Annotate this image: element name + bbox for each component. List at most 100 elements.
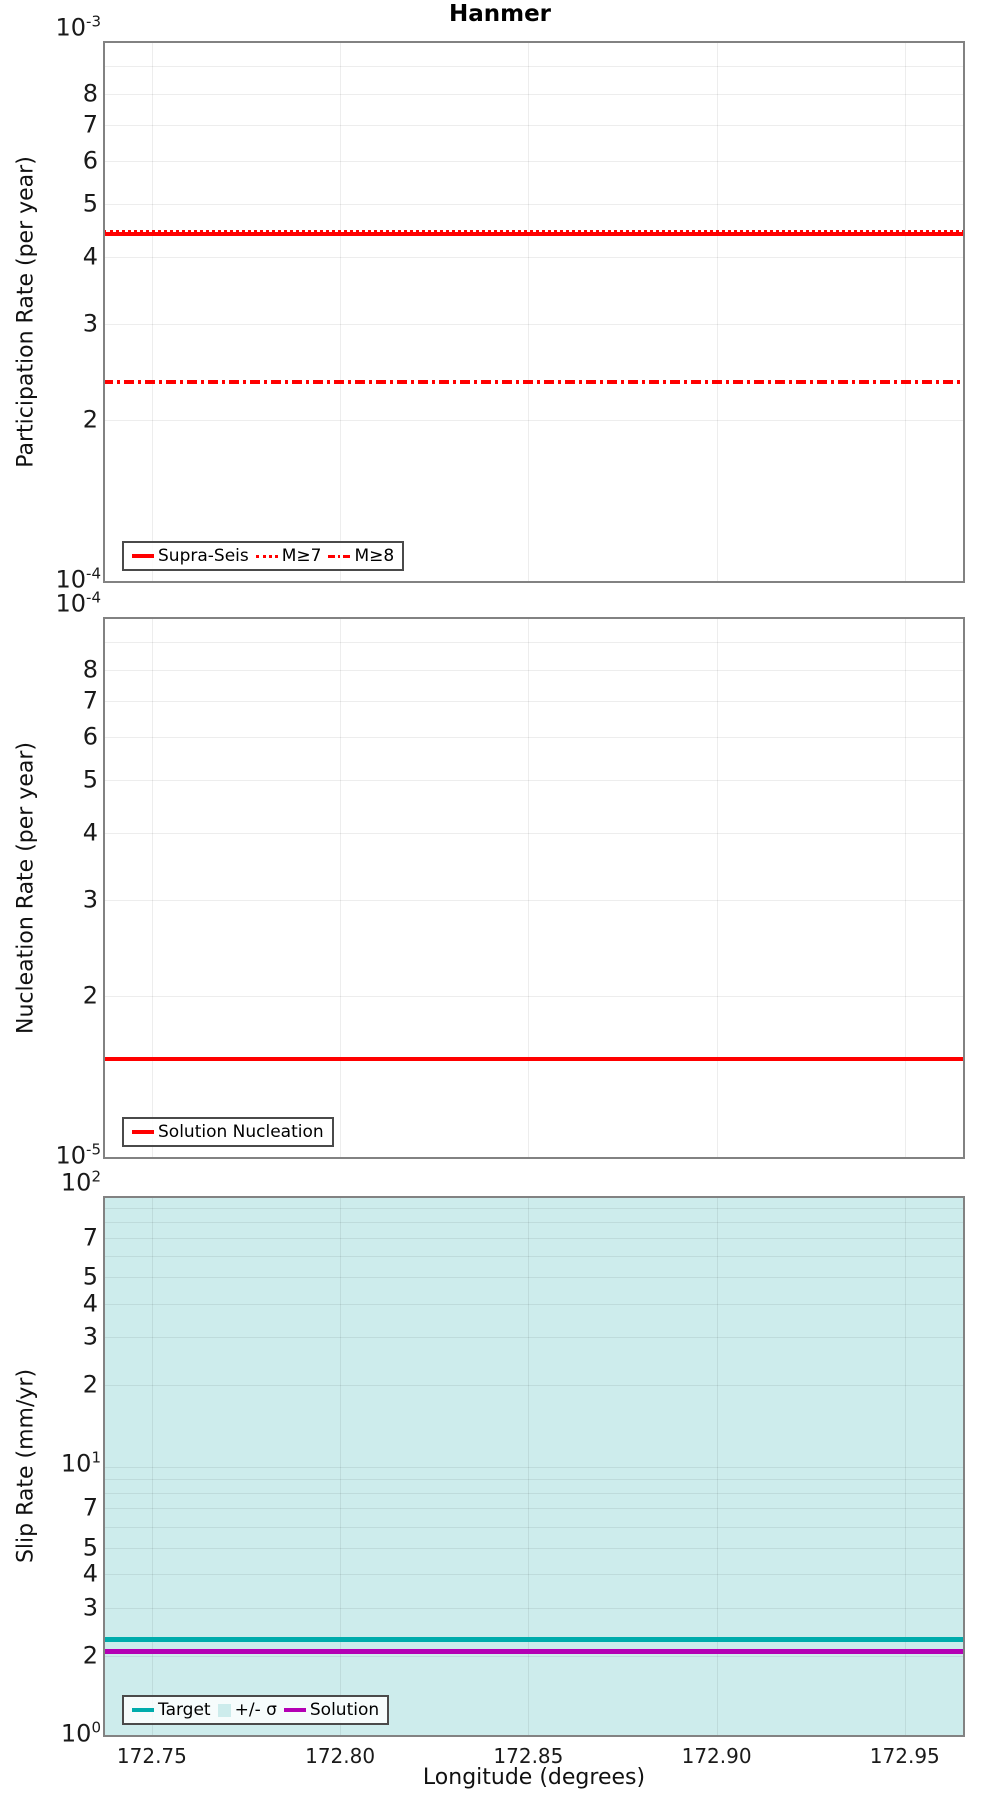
h-gridline <box>103 832 965 834</box>
y-tick-label: 6 <box>82 146 98 175</box>
legend-item: M≥8 <box>328 546 394 566</box>
v-gridline <box>904 1196 906 1737</box>
legend: Solution Nucleation <box>122 1117 334 1147</box>
h-gridline <box>103 641 965 643</box>
v-gridline <box>904 617 906 1159</box>
legend-item: Supra-Seis <box>132 546 249 566</box>
decade-base: 10 <box>60 1719 92 1748</box>
x-tick-label: 172.75 <box>116 1744 187 1768</box>
h-gridline <box>103 1547 965 1549</box>
v-gridline <box>716 617 718 1159</box>
decade-base: 10 <box>55 13 87 42</box>
y-tick-label: 7 <box>82 110 98 139</box>
y-tick-label: 3 <box>82 1593 98 1622</box>
y-decade-label: 10-5 <box>55 1141 101 1170</box>
y-tick-label: 4 <box>82 242 98 271</box>
decade-exponent: -4 <box>86 588 101 607</box>
h-gridline <box>103 669 965 671</box>
decade-exponent: 2 <box>91 1167 101 1186</box>
v-gridline <box>151 617 153 1159</box>
decade-base: 10 <box>55 565 87 594</box>
sigma-band <box>103 1196 965 1737</box>
v-gridline <box>151 1196 153 1737</box>
line-m-7 <box>103 230 965 234</box>
h-gridline <box>103 161 965 163</box>
decade-exponent: 0 <box>91 1718 101 1737</box>
h-gridline <box>103 93 965 95</box>
legend-label: Solution <box>309 1700 380 1720</box>
line-target <box>103 1636 965 1642</box>
v-gridline <box>340 41 342 583</box>
decade-base: 10 <box>55 1141 87 1170</box>
legend-label: Target <box>158 1700 211 1720</box>
decade-exponent: -5 <box>86 1140 101 1159</box>
y-tick-label: 8 <box>82 654 98 683</box>
h-gridline <box>103 256 965 258</box>
legend-item: M≥7 <box>255 546 322 566</box>
h-gridline <box>103 1385 965 1387</box>
h-gridline <box>103 1526 965 1528</box>
y-decade-label: 102 <box>61 1168 101 1197</box>
h-gridline <box>103 995 965 997</box>
legend-item: Target <box>132 1700 211 1720</box>
line-solid-swatch <box>132 1130 154 1134</box>
plot-title: Hanmer <box>448 1 552 27</box>
x-tick-label: 172.80 <box>305 1744 376 1768</box>
v-gridline <box>340 617 342 1159</box>
x-tick-label: 172.85 <box>493 1744 564 1768</box>
line-supra-seis <box>103 232 965 237</box>
h-gridline <box>103 1574 965 1576</box>
y-tick-label: 4 <box>82 1289 98 1318</box>
line-solid-swatch <box>132 554 154 558</box>
h-gridline <box>103 125 965 126</box>
plot-3-area: Target +/- σ Solution <box>103 1196 965 1737</box>
y-axis-title-nucleation: Nucleation Rate (per year) <box>13 742 39 1034</box>
y-tick-label: 6 <box>82 722 98 751</box>
h-gridline <box>103 1508 965 1510</box>
legend-label: Solution Nucleation <box>158 1122 324 1142</box>
x-tick-label: 172.95 <box>869 1744 940 1768</box>
h-gridline <box>103 65 965 67</box>
y-tick-label: 7 <box>82 1493 98 1522</box>
y-decade-label: 101 <box>61 1448 101 1477</box>
y-decade-label: 100 <box>61 1719 101 1748</box>
line-dashdot-swatch <box>328 554 351 558</box>
legend-label: M≥7 <box>281 546 322 566</box>
h-gridline <box>103 1277 965 1279</box>
line-solid-swatch <box>283 1708 306 1712</box>
v-gridline <box>151 41 153 583</box>
h-gridline <box>103 1237 965 1239</box>
h-gridline <box>103 780 965 782</box>
legend-item: +/- σ <box>217 1700 277 1720</box>
y-decade-label: 10-3 <box>55 13 101 42</box>
y-tick-label: 5 <box>82 1533 98 1562</box>
patch-swatch <box>217 1703 231 1717</box>
h-gridline <box>103 900 965 902</box>
h-gridline <box>103 1655 965 1657</box>
y-tick-label: 2 <box>82 981 98 1010</box>
y-tick-label: 5 <box>82 189 98 218</box>
y-axis-title-participation: Participation Rate (per year) <box>13 156 39 468</box>
y-tick-label: 8 <box>82 78 98 107</box>
y-axis-title-slip-rate: Slip Rate (mm/yr) <box>13 1368 39 1564</box>
y-decade-label: 10-4 <box>55 589 101 618</box>
legend-label: M≥8 <box>354 546 395 566</box>
decade-base: 10 <box>60 1168 92 1197</box>
line-solution <box>103 1649 965 1654</box>
y-tick-label: 7 <box>82 1223 98 1252</box>
h-gridline <box>103 1208 965 1210</box>
v-gridline <box>528 617 530 1159</box>
y-decade-label: 10-4 <box>55 565 101 594</box>
h-gridline <box>103 1492 965 1494</box>
y-tick-label: 3 <box>82 309 98 338</box>
legend-item: Solution Nucleation <box>132 1122 324 1142</box>
y-tick-label: 2 <box>82 405 98 434</box>
v-gridline <box>716 1196 718 1737</box>
h-gridline <box>103 701 965 702</box>
y-tick-label: 3 <box>82 885 98 914</box>
decade-exponent: -3 <box>86 12 101 31</box>
decade-exponent: 1 <box>91 1448 101 1466</box>
h-gridline <box>103 419 965 421</box>
v-gridline <box>716 41 718 583</box>
h-gridline <box>103 324 965 326</box>
